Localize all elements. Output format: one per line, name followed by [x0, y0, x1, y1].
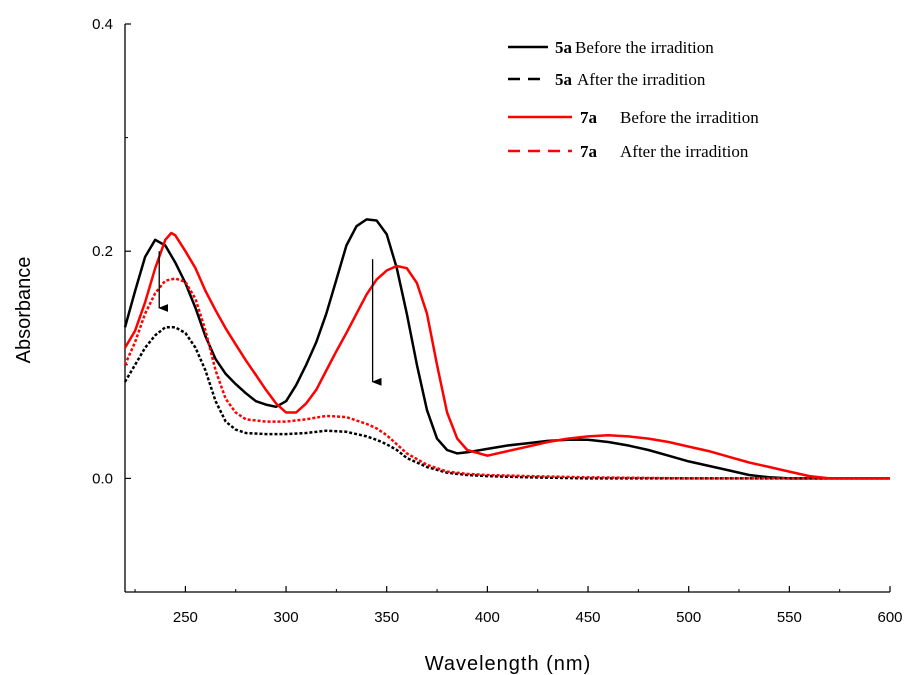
- legend-label: After the irradition: [577, 70, 706, 89]
- y-tick-label: 0.4: [92, 16, 113, 33]
- series-layer: [123, 218, 890, 480]
- legend-item: 5a Before the irradition: [508, 38, 714, 57]
- legend-compound: 7a: [580, 142, 598, 161]
- series-line-5a-before: [123, 218, 890, 480]
- x-ticks: 250 300 350 400 450 500 550 600: [134, 586, 903, 626]
- legend-item: 7a Before the irradition: [508, 108, 759, 127]
- x-tick-label: 300: [274, 609, 299, 626]
- x-tick-label: 500: [676, 609, 701, 626]
- y-tick-label: 0.0: [92, 470, 113, 487]
- legend-label: Before the irradition: [620, 108, 759, 127]
- series-line-7a-before: [123, 231, 890, 480]
- x-tick-label: 600: [877, 609, 902, 626]
- legend-item: 7a After the irradition: [508, 142, 749, 161]
- series-line-5a-after: [123, 326, 890, 480]
- plot-frame: [124, 24, 890, 593]
- x-axis-title: Wavelength (nm): [425, 653, 592, 675]
- legend: 5a Before the irradition 5a After the ir…: [508, 38, 759, 161]
- x-tick-label: 450: [576, 609, 601, 626]
- legend-compound: 7a: [580, 108, 598, 127]
- y-axis-title: Absorbance: [13, 257, 35, 364]
- x-tick-label: 400: [475, 609, 500, 626]
- annotation-layer: [158, 251, 382, 386]
- y-ticks: 0.0 0.2 0.4: [92, 16, 131, 593]
- legend-label: After the irradition: [620, 142, 749, 161]
- x-tick-label: 350: [374, 609, 399, 626]
- legend-compound: 5a: [555, 70, 573, 89]
- x-tick-label: 550: [777, 609, 802, 626]
- legend-label: Before the irradition: [575, 38, 714, 57]
- legend-compound: 5a: [555, 38, 573, 57]
- x-tick-label: 250: [173, 609, 198, 626]
- series-line-7a-after: [123, 277, 890, 480]
- legend-item: 5a After the irradition: [508, 70, 706, 89]
- y-tick-label: 0.2: [92, 243, 113, 260]
